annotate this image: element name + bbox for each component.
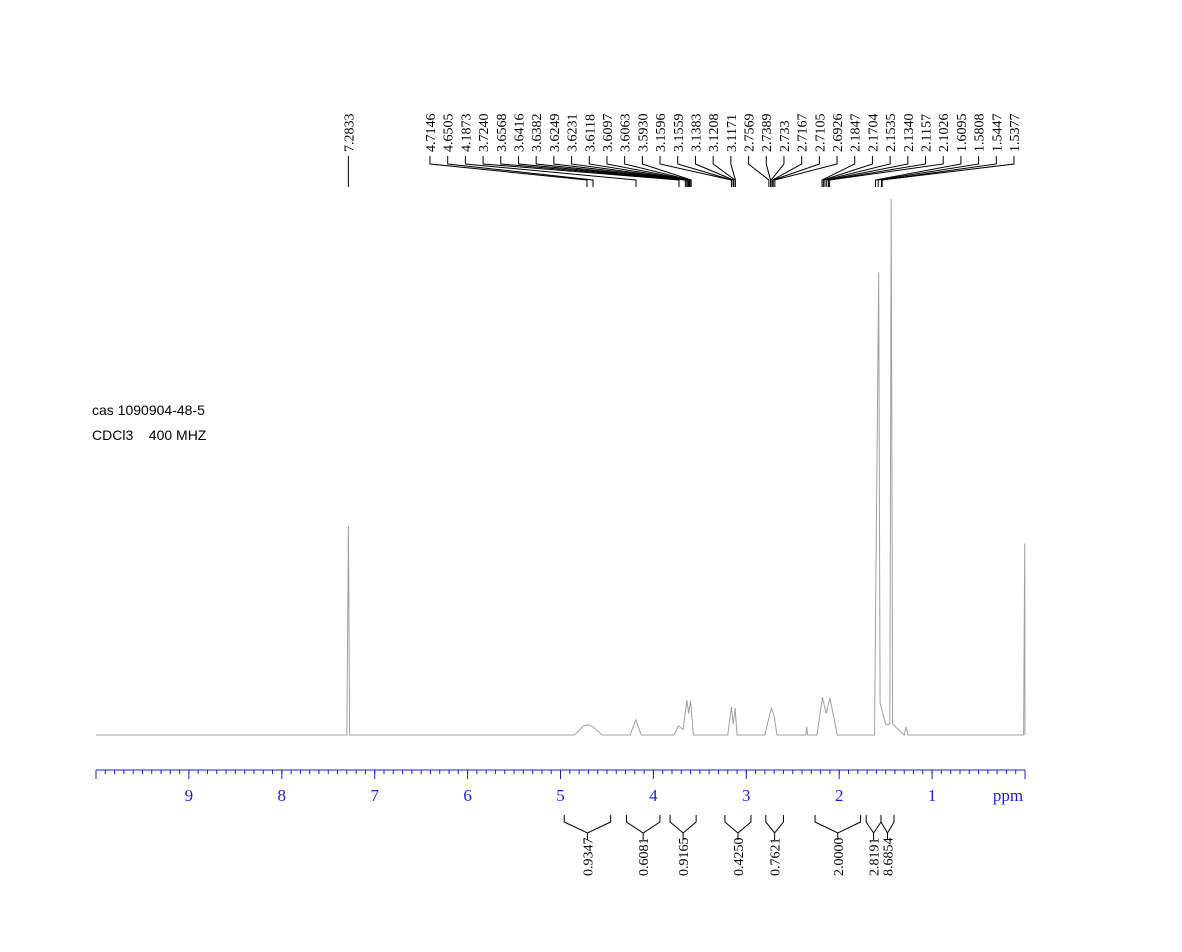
peak-connector [748, 156, 770, 187]
x-tick-label: 2 [835, 786, 844, 805]
peak-connector [429, 156, 588, 187]
annotation: cas 1090904-48-5 [92, 402, 205, 418]
peak-label: 2.1026 [937, 114, 952, 153]
peak-label: 3.6382 [530, 114, 545, 153]
peak-label: 4.7146 [424, 114, 439, 153]
peak-label: 1.5377 [1008, 114, 1023, 153]
peak-connector [677, 156, 733, 187]
x-tick-label: 3 [742, 786, 751, 805]
integral-label: 0.9165 [677, 838, 692, 877]
integral-bracket [865, 815, 882, 840]
integral-bracket [814, 815, 862, 840]
spectrum-line [96, 199, 1026, 736]
peak-connector [694, 156, 734, 187]
peak-connector [641, 156, 692, 187]
integral-label: 2.0000 [832, 838, 847, 877]
x-tick-label: 1 [928, 786, 937, 805]
peak-label: 3.1559 [672, 114, 687, 153]
peak-label: 3.1383 [689, 114, 704, 153]
peak-label: 3.5930 [636, 114, 651, 153]
peak-connector [624, 156, 691, 187]
peak-connector [730, 156, 736, 187]
x-tick-label: 6 [463, 786, 472, 805]
integral-bracket [625, 815, 661, 840]
integral-label: 2.8191 [868, 838, 883, 877]
integral-label: 8.6854 [882, 838, 897, 877]
integral-label: 0.9347 [581, 838, 596, 877]
peak-label: 4.6505 [442, 114, 457, 153]
peak-label: 2.6926 [831, 114, 846, 153]
peak-connector [447, 156, 594, 187]
x-tick-label: 5 [556, 786, 565, 805]
peak-connector [829, 156, 944, 187]
peak-label: 7.2833 [342, 114, 357, 153]
x-tick-label: 9 [185, 786, 194, 805]
peak-label: 3.7240 [477, 114, 492, 153]
peak-connector [772, 156, 803, 187]
integral-bracket [880, 815, 895, 840]
peak-label: 2.1704 [866, 114, 881, 153]
peak-connector [772, 156, 820, 187]
peak-label: 3.1208 [707, 114, 722, 153]
peak-connector [765, 156, 772, 187]
peak-label: 3.6097 [601, 114, 616, 153]
peak-label: 1.6095 [955, 114, 970, 153]
peak-connector [770, 156, 785, 187]
peak-connector [824, 156, 891, 187]
annotation: CDCl3 400 MHZ [92, 427, 207, 443]
peak-connector [535, 156, 688, 187]
x-tick-label: 8 [278, 786, 287, 805]
integral-label: 0.4250 [732, 838, 747, 877]
peak-label: 2.1847 [849, 114, 864, 153]
peak-connector [877, 156, 980, 187]
peak-connector [571, 156, 689, 187]
peak-label: 4.1873 [459, 114, 474, 153]
peak-connector [464, 156, 637, 187]
peak-connector [827, 156, 927, 187]
peak-label: 1.5447 [990, 114, 1005, 153]
peak-label: 2.7569 [743, 114, 758, 153]
peak-connector [874, 156, 962, 187]
peak-connector [482, 156, 680, 187]
peak-label: 3.6231 [566, 114, 581, 153]
peak-connector [880, 156, 997, 187]
x-axis-label: ppm [993, 786, 1023, 805]
peak-label: 3.6249 [548, 114, 563, 153]
peak-label: 3.6568 [495, 114, 510, 153]
peak-connector [822, 156, 873, 187]
peak-connector [881, 156, 1015, 187]
peak-connector [774, 156, 838, 187]
integral-label: 0.7621 [769, 838, 784, 877]
peak-label: 3.6118 [583, 114, 598, 152]
integral-bracket [765, 815, 784, 840]
peak-label: 2.1535 [884, 114, 899, 153]
x-tick-label: 7 [370, 786, 379, 805]
peak-connector [826, 156, 909, 187]
peak-label: 3.1171 [725, 114, 740, 152]
peak-connector [500, 156, 686, 187]
peak-label: 3.1596 [654, 114, 669, 153]
peak-label: 3.6063 [619, 114, 634, 153]
integral-label: 0.6081 [637, 838, 652, 877]
peak-label: 2.1157 [920, 114, 935, 152]
x-tick-label: 4 [649, 786, 658, 805]
peak-label: 3.6416 [512, 114, 527, 153]
integral-bracket [669, 815, 697, 840]
peak-label: 1.5808 [973, 114, 988, 153]
peak-label: 2.7167 [796, 114, 811, 153]
peak-label: 2.7105 [813, 114, 828, 153]
integral-bracket [563, 815, 612, 840]
peak-label: 2.1340 [902, 114, 917, 153]
peak-label: 2.7389 [760, 114, 775, 153]
peak-label: 2.733 [778, 121, 793, 153]
peak-connector [821, 156, 856, 187]
integral-bracket [724, 815, 752, 840]
